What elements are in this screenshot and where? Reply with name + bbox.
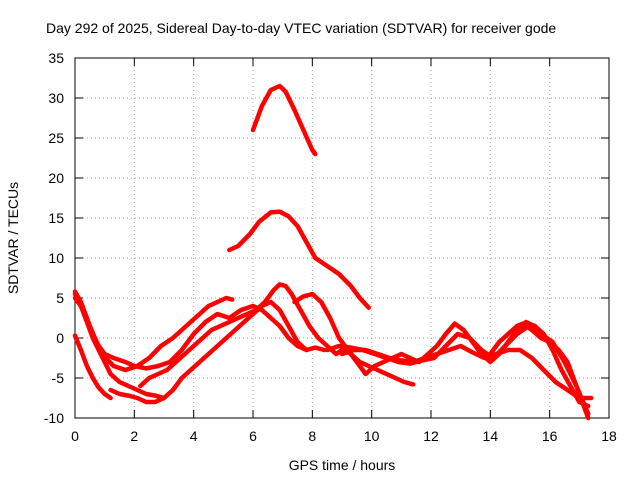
series-line-arc-8 [138, 282, 416, 389]
x-tick-label: 18 [601, 428, 617, 444]
plot-frame [74, 57, 610, 419]
y-tick-label: 0 [56, 330, 64, 346]
x-tick-label: 2 [130, 428, 138, 444]
series-line-arc-12 [488, 321, 591, 421]
series-line-arc-6 [72, 333, 113, 401]
x-tick-label: 16 [542, 428, 558, 444]
x-axis-label: GPS time / hours [289, 457, 396, 473]
series-line-arc-3 [72, 289, 327, 371]
series-line-arc-2 [227, 209, 371, 310]
series-line-arc-1 [250, 83, 318, 157]
grid [75, 58, 609, 418]
y-tick-label: 15 [48, 210, 64, 226]
y-tick-label: 35 [48, 50, 64, 66]
series-line-arc-5 [72, 295, 167, 401]
y-tick-label: 5 [56, 290, 64, 306]
x-tick-label: 14 [483, 428, 499, 444]
y-tick-label: 25 [48, 130, 64, 146]
series-line-arc-11 [324, 323, 591, 417]
series-line-arc-9 [292, 291, 591, 409]
x-tick-label: 0 [71, 428, 79, 444]
series-line-arc-7 [108, 299, 309, 405]
y-tick-label: -10 [44, 410, 64, 426]
axis-ticks: 0 2 4 6 8 10 12 14 16 18 -10 -5 0 5 10 15 20 25 30 35 [44, 50, 617, 444]
y-tick-label: 20 [48, 170, 64, 186]
y-axis-label: SDTVAR / TECUs [5, 182, 21, 294]
x-tick-label: 6 [249, 428, 257, 444]
y-tick-label: 10 [48, 250, 64, 266]
x-tick-label: 8 [308, 428, 316, 444]
x-tick-label: 10 [364, 428, 380, 444]
chart-title: Day 292 of 2025, Sidereal Day-to-day VTE… [46, 20, 556, 36]
y-tick-label: -5 [52, 370, 65, 386]
series-group [72, 83, 594, 421]
y-tick-label: 30 [48, 90, 64, 106]
x-tick-label: 12 [423, 428, 439, 444]
x-tick-label: 4 [190, 428, 198, 444]
